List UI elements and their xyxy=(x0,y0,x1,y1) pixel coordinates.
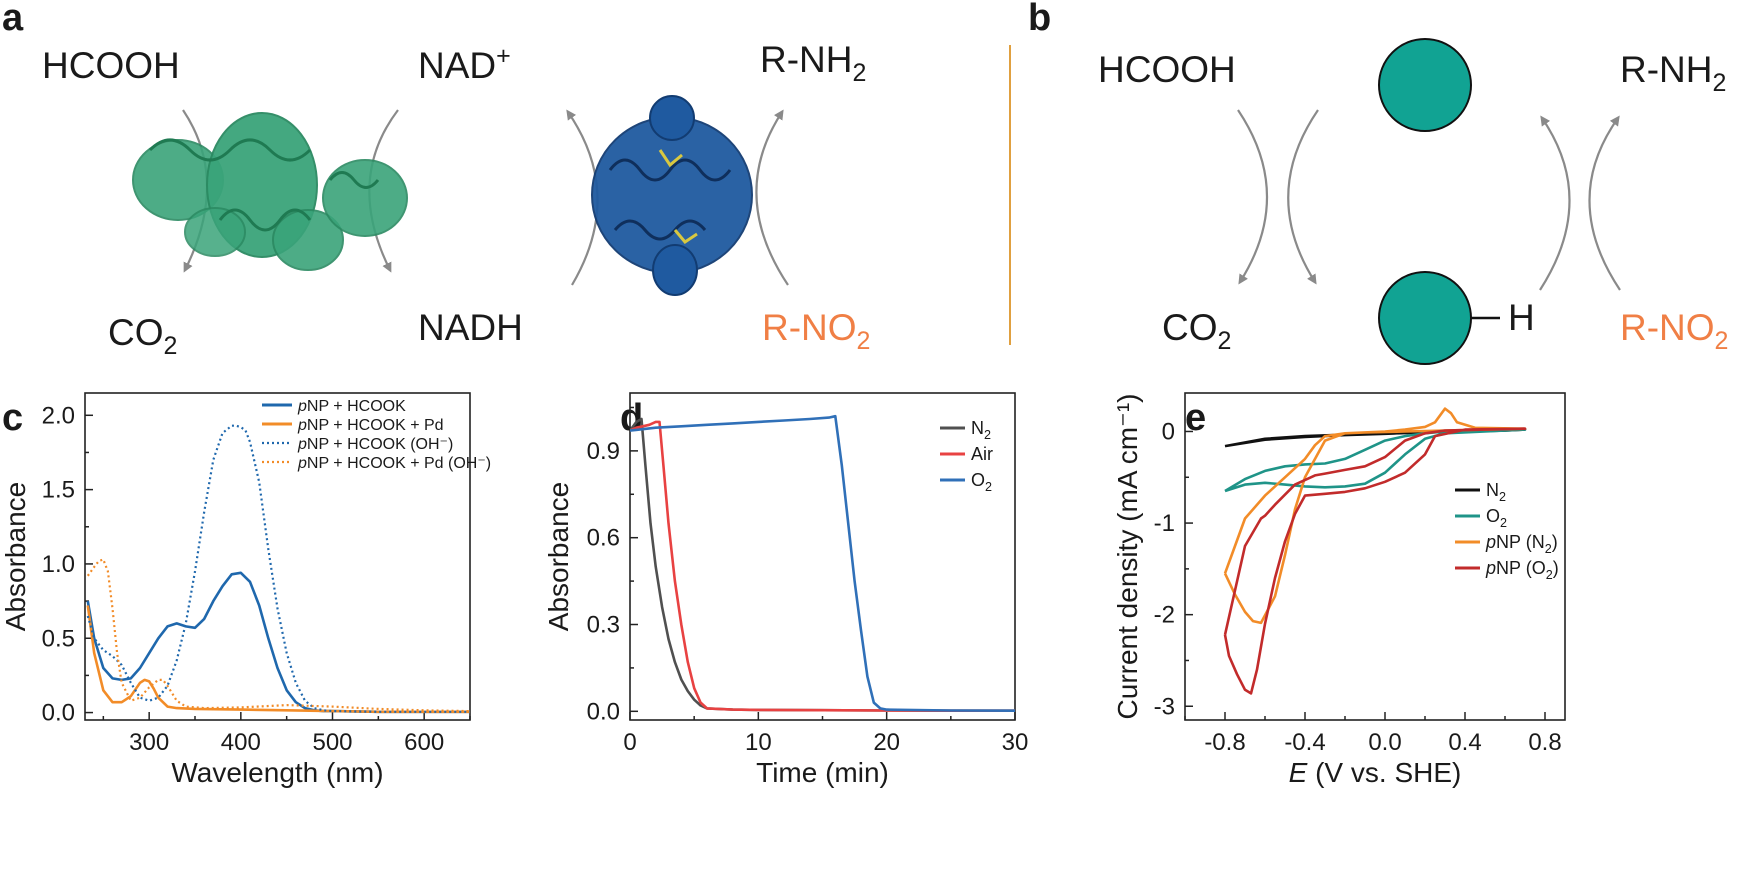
y-tick-label: 0.9 xyxy=(587,438,620,465)
co2-label-b: CO2 xyxy=(1162,307,1231,355)
hydride-label: H xyxy=(1508,297,1535,338)
y-tick-label: 1.5 xyxy=(42,477,75,504)
y-tick-label: -3 xyxy=(1154,693,1175,720)
legend-entry: pNP (O2) xyxy=(1485,558,1559,582)
x-tick-label: 400 xyxy=(221,729,261,756)
x-tick-label: 10 xyxy=(745,729,772,756)
y-tick-label: 0.3 xyxy=(587,612,620,639)
plot-frame xyxy=(629,392,1016,721)
panel-b: b HCOOH CO2 R-NH2 R-NO2 H xyxy=(1028,0,1728,365)
plot-frame xyxy=(84,392,471,721)
series-line-3 xyxy=(1223,407,1527,625)
y-tick-label: -2 xyxy=(1154,602,1175,629)
series-line-3 xyxy=(86,424,470,713)
x-axis-label: Time (min) xyxy=(756,757,889,788)
y-tick-label: 0.5 xyxy=(42,625,75,652)
x-tick-label: -0.8 xyxy=(1204,729,1245,756)
x-tick-label: 0.0 xyxy=(1368,729,1401,756)
legend-entry: pNP (N2) xyxy=(1485,532,1558,556)
legend-entry: O2 xyxy=(1486,506,1507,530)
legend-entry: pNP + HCOOK + Pd xyxy=(297,417,444,434)
chart-e: -0.8 -0.4 0.0 0.4 0.8 -3 -2 -1 0 E (V vs. SHE) Cur… xyxy=(1112,392,1566,788)
panel-a-label: a xyxy=(2,0,24,39)
y-axis-label: Absorbance xyxy=(0,482,31,631)
arrow-hcooh-co2-b xyxy=(1237,109,1269,285)
plot-frame xyxy=(1184,392,1566,721)
panel-b-label: b xyxy=(1028,0,1051,39)
nadh-label: NADH xyxy=(418,307,523,348)
series-line-2 xyxy=(630,420,1015,712)
y-tick-label: 2.0 xyxy=(42,402,75,429)
y-tick-label: 1.0 xyxy=(42,551,75,578)
co2-label-a: CO2 xyxy=(108,312,177,360)
x-tick-label: -0.4 xyxy=(1284,729,1325,756)
rno2-label-b: R-NO2 xyxy=(1620,307,1728,355)
x-tick-label: 20 xyxy=(873,729,900,756)
pd-hydride-particle-icon xyxy=(1378,271,1472,365)
rnh2-label-b: R-NH2 xyxy=(1620,49,1726,97)
arrow-pdh-pd xyxy=(1539,115,1571,291)
panel-d-label: d xyxy=(620,397,643,439)
legend-entry: Air xyxy=(971,444,993,464)
rnh2-label-a: R-NH2 xyxy=(760,39,866,87)
x-axis-label: Wavelength (nm) xyxy=(171,757,383,788)
panel-c: c 300 400 500 600 0.0 0.5 1.0 1.5 2.0 Wavelength … xyxy=(0,392,491,788)
arrow-pd-pdh xyxy=(1287,109,1319,285)
x-tick-label: 0.8 xyxy=(1528,729,1561,756)
y-tick-label: 0.0 xyxy=(587,698,620,725)
x-tick-label: 300 xyxy=(129,729,169,756)
legend-entry: N2 xyxy=(1486,480,1506,504)
panel-c-label: c xyxy=(2,397,23,439)
arrow-rno2-rnh2 xyxy=(755,109,789,286)
rno2-label-a: R-NO2 xyxy=(762,307,870,355)
x-tick-label: 500 xyxy=(312,729,352,756)
x-tick-label: 0 xyxy=(623,729,636,756)
panel-e-label: e xyxy=(1185,397,1206,439)
hcooh-label-b: HCOOH xyxy=(1098,49,1236,90)
hcooh-label-a: HCOOH xyxy=(42,45,180,86)
chart-c: 300 400 500 600 0.0 0.5 1.0 1.5 2.0 Wavelength (n… xyxy=(0,392,491,788)
arrow-rno2-rnh2-b xyxy=(1588,115,1621,291)
series-line-4 xyxy=(1223,427,1527,695)
legend-entry: pNP + HCOOK (OH⁻) xyxy=(297,436,453,453)
legend-entry: O2 xyxy=(971,470,992,494)
x-tick-label: 0.4 xyxy=(1448,729,1481,756)
panel-d: d 0 10 20 30 0.0 0.3 0.6 0.9 Time (min) Absorbanc… xyxy=(543,392,1029,788)
y-axis-label: Current density (mA cm⁻¹) xyxy=(1112,394,1143,720)
y-tick-label: 0.0 xyxy=(42,700,75,727)
legend-entry: pNP + HCOOK + Pd (OH⁻) xyxy=(297,455,491,472)
nad-label: NAD+ xyxy=(418,42,511,86)
enzyme-blue-icon xyxy=(591,95,753,296)
enzyme-green-icon xyxy=(132,112,408,271)
y-axis-label: Absorbance xyxy=(543,482,574,631)
y-tick-label: 0.6 xyxy=(587,525,620,552)
x-tick-label: 30 xyxy=(1002,729,1029,756)
x-axis-label: E (V vs. SHE) xyxy=(1289,757,1462,788)
series-line-4 xyxy=(86,558,470,713)
legend-entry: N2 xyxy=(971,418,991,442)
chart-d: 0 10 20 30 0.0 0.3 0.6 0.9 Time (min) Absorbance N… xyxy=(543,392,1029,788)
x-tick-label: 600 xyxy=(404,729,444,756)
y-tick-label: 0 xyxy=(1162,418,1175,445)
y-tick-label: -1 xyxy=(1154,510,1175,537)
pd-particle-icon xyxy=(1378,38,1472,132)
legend-entry: pNP + HCOOK xyxy=(297,398,406,415)
panel-e: e -0.8 -0.4 0.0 0.4 0.8 -3 -2 -1 0 E (V vs. SHE) C… xyxy=(1112,392,1566,788)
panel-a: a HCOOH CO2 NAD+ NADH R-NH2 R-NO2 xyxy=(2,0,870,360)
series-line-3 xyxy=(630,414,1015,712)
